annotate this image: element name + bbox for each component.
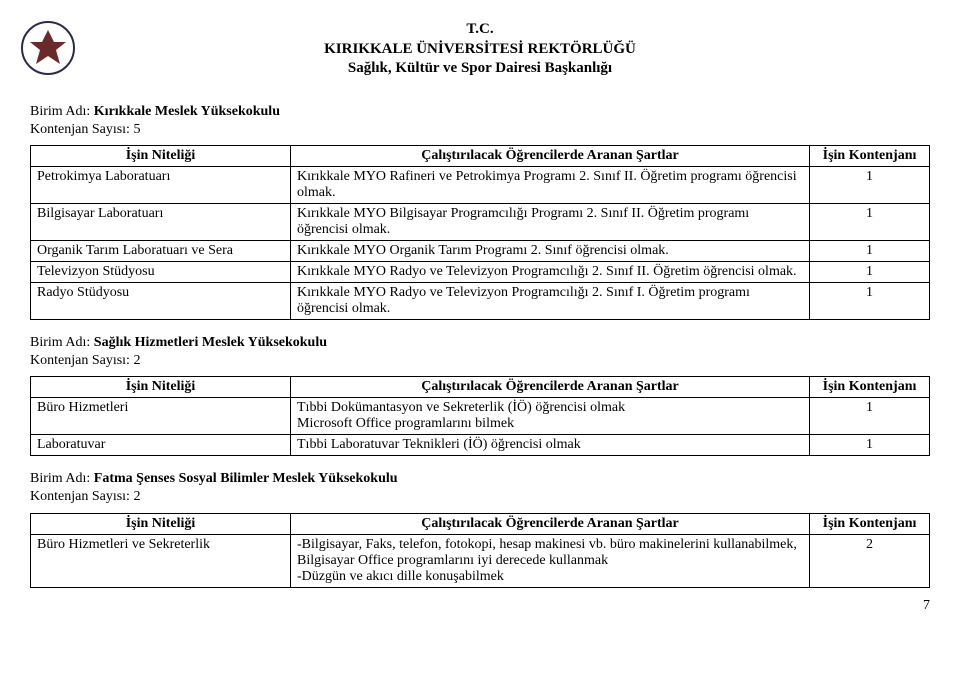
cell-count: 1 xyxy=(810,282,930,319)
cell-condition: -Bilgisayar, Faks, telefon, fotokopi, he… xyxy=(291,534,810,587)
section-1-tbody: Petrokimya LaboratuarıKırıkkale MYO Rafi… xyxy=(31,166,930,319)
cell-count: 2 xyxy=(810,534,930,587)
section-1-kontenjan: 5 xyxy=(133,122,140,137)
table-row: Radyo StüdyosuKırıkkale MYO Radyo ve Tel… xyxy=(31,282,930,319)
section-2-kontenjan: 2 xyxy=(133,353,140,368)
cell-job: Televizyon Stüdyosu xyxy=(31,261,291,282)
col-sartlar: Çalıştırılacak Öğrencilerde Aranan Şartl… xyxy=(291,513,810,534)
cell-job: Büro Hizmetleri xyxy=(31,398,291,435)
section-3-birim: Fatma Şenses Sosyal Bilimler Meslek Yüks… xyxy=(94,471,398,486)
section-1-birim: Kırıkkale Meslek Yüksekokulu xyxy=(94,104,280,119)
table-row: Televizyon StüdyosuKırıkkale MYO Radyo v… xyxy=(31,261,930,282)
birim-adi-label: Birim Adı: xyxy=(30,335,90,350)
cell-job: Bilgisayar Laboratuarı xyxy=(31,203,291,240)
section-2-birim: Sağlık Hizmetleri Meslek Yüksekokulu xyxy=(94,335,327,350)
cell-count: 1 xyxy=(810,203,930,240)
cell-job: Radyo Stüdyosu xyxy=(31,282,291,319)
col-isin-niteligi: İşin Niteliği xyxy=(31,377,291,398)
birim-adi-label: Birim Adı: xyxy=(30,104,90,119)
section-1-table: İşin Niteliği Çalıştırılacak Öğrencilerd… xyxy=(30,145,930,320)
table-header-row: İşin Niteliği Çalıştırılacak Öğrencilerd… xyxy=(31,145,930,166)
col-isin-niteligi: İşin Niteliği xyxy=(31,145,291,166)
section-3-table: İşin Niteliği Çalıştırılacak Öğrencilerd… xyxy=(30,513,930,588)
header-line-2: KIRIKKALE ÜNİVERSİTESİ REKTÖRLÜĞÜ xyxy=(30,40,930,60)
cell-job: Laboratuvar xyxy=(31,435,291,456)
section-2-table: İşin Niteliği Çalıştırılacak Öğrencilerd… xyxy=(30,376,930,456)
university-logo-icon xyxy=(20,20,76,76)
cell-count: 1 xyxy=(810,240,930,261)
section-3-header: Birim Adı: Fatma Şenses Sosyal Bilimler … xyxy=(30,470,930,506)
table-row: LaboratuvarTıbbi Laboratuvar Teknikleri … xyxy=(31,435,930,456)
cell-condition: Tıbbi Dokümantasyon ve Sekreterlik (İÖ) … xyxy=(291,398,810,435)
cell-condition: Tıbbi Laboratuvar Teknikleri (İÖ) öğrenc… xyxy=(291,435,810,456)
section-3-tbody: Büro Hizmetleri ve Sekreterlik-Bilgisaya… xyxy=(31,534,930,587)
col-kontenjan: İşin Kontenjanı xyxy=(810,377,930,398)
kontenjan-label: Kontenjan Sayısı: xyxy=(30,353,130,368)
kontenjan-label: Kontenjan Sayısı: xyxy=(30,122,130,137)
cell-count: 1 xyxy=(810,398,930,435)
cell-condition: Kırıkkale MYO Bilgisayar Programcılığı P… xyxy=(291,203,810,240)
cell-condition: Kırıkkale MYO Organik Tarım Programı 2. … xyxy=(291,240,810,261)
section-1-header: Birim Adı: Kırıkkale Meslek Yüksekokulu … xyxy=(30,103,930,139)
cell-job: Petrokimya Laboratuarı xyxy=(31,166,291,203)
page-number: 7 xyxy=(30,598,930,614)
cell-condition: Kırıkkale MYO Radyo ve Televizyon Progra… xyxy=(291,282,810,319)
section-2-tbody: Büro HizmetleriTıbbi Dokümantasyon ve Se… xyxy=(31,398,930,456)
cell-condition: Kırıkkale MYO Radyo ve Televizyon Progra… xyxy=(291,261,810,282)
section-3-kontenjan: 2 xyxy=(133,489,140,504)
cell-job: Organik Tarım Laboratuarı ve Sera xyxy=(31,240,291,261)
col-kontenjan: İşin Kontenjanı xyxy=(810,513,930,534)
cell-condition: Kırıkkale MYO Rafineri ve Petrokimya Pro… xyxy=(291,166,810,203)
document-header: T.C. KIRIKKALE ÜNİVERSİTESİ REKTÖRLÜĞÜ S… xyxy=(30,20,930,79)
header-line-1: T.C. xyxy=(30,20,930,40)
cell-count: 1 xyxy=(810,261,930,282)
table-row: Büro Hizmetleri ve Sekreterlik-Bilgisaya… xyxy=(31,534,930,587)
col-isin-niteligi: İşin Niteliği xyxy=(31,513,291,534)
col-sartlar: Çalıştırılacak Öğrencilerde Aranan Şartl… xyxy=(291,377,810,398)
table-row: Organik Tarım Laboratuarı ve SeraKırıkka… xyxy=(31,240,930,261)
cell-count: 1 xyxy=(810,166,930,203)
table-row: Petrokimya LaboratuarıKırıkkale MYO Rafi… xyxy=(31,166,930,203)
table-row: Bilgisayar LaboratuarıKırıkkale MYO Bilg… xyxy=(31,203,930,240)
table-header-row: İşin Niteliği Çalıştırılacak Öğrencilerd… xyxy=(31,513,930,534)
table-header-row: İşin Niteliği Çalıştırılacak Öğrencilerd… xyxy=(31,377,930,398)
table-row: Büro HizmetleriTıbbi Dokümantasyon ve Se… xyxy=(31,398,930,435)
kontenjan-label: Kontenjan Sayısı: xyxy=(30,489,130,504)
col-sartlar: Çalıştırılacak Öğrencilerde Aranan Şartl… xyxy=(291,145,810,166)
col-kontenjan: İşin Kontenjanı xyxy=(810,145,930,166)
header-line-3: Sağlık, Kültür ve Spor Dairesi Başkanlığ… xyxy=(30,59,930,79)
cell-count: 1 xyxy=(810,435,930,456)
section-2-header: Birim Adı: Sağlık Hizmetleri Meslek Yüks… xyxy=(30,334,930,370)
cell-job: Büro Hizmetleri ve Sekreterlik xyxy=(31,534,291,587)
birim-adi-label: Birim Adı: xyxy=(30,471,90,486)
